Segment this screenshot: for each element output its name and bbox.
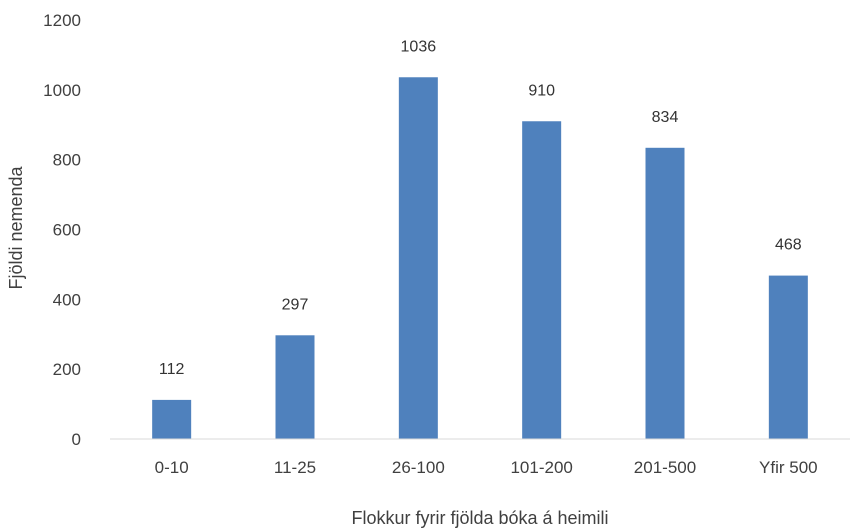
bar-data-label: 834	[652, 109, 679, 126]
x-axis-title: Flokkur fyrir fjölda bóka á heimili	[351, 508, 608, 528]
x-axis-ticks: 0-10 11-25 26-100 101-200 201-500 Yfir 500	[155, 458, 818, 477]
bar	[275, 335, 315, 439]
y-tick-label: 400	[53, 290, 81, 309]
bar-data-label: 468	[775, 237, 802, 254]
x-tick-label: 201-500	[634, 458, 696, 477]
y-tick-label: 800	[53, 151, 81, 170]
bar-data-label: 910	[528, 82, 555, 99]
bar-data-label: 112	[159, 361, 185, 378]
y-tick-label: 600	[53, 221, 81, 240]
y-tick-label: 200	[53, 360, 81, 379]
x-tick-label: 101-200	[510, 458, 572, 477]
y-tick-label: 1200	[43, 11, 81, 30]
bar	[152, 399, 192, 439]
y-axis-ticks: 0 200 400 600 800 1000 1200	[43, 11, 81, 449]
y-tick-label: 1000	[43, 81, 81, 100]
bar	[398, 77, 438, 439]
bar	[645, 147, 685, 440]
y-axis-title: Fjöldi nemenda	[6, 165, 26, 289]
x-tick-label: 0-10	[155, 458, 189, 477]
bar	[768, 275, 808, 439]
y-tick-label: 0	[72, 430, 81, 449]
x-tick-label: 11-25	[274, 458, 316, 477]
bars-group: 112 297 1036 910 834 468	[152, 38, 808, 440]
x-tick-label: Yfir 500	[759, 458, 818, 477]
bar-data-label: 1036	[401, 38, 437, 55]
x-tick-label: 26-100	[392, 458, 445, 477]
bar-data-label: 297	[282, 296, 309, 313]
bar	[522, 121, 562, 439]
